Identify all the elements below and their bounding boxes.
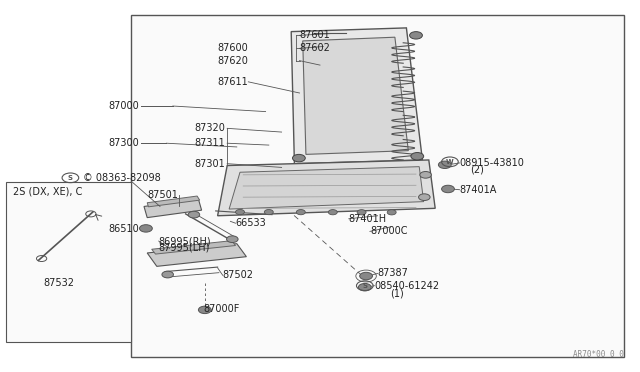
Text: 87000F: 87000F: [204, 304, 240, 314]
Polygon shape: [229, 167, 424, 209]
Text: 86995(RH): 86995(RH): [159, 236, 211, 246]
Text: 87502: 87502: [223, 270, 253, 280]
Text: 87311: 87311: [195, 138, 225, 148]
Text: 87611: 87611: [218, 77, 248, 87]
Text: 87601: 87601: [300, 31, 330, 40]
Text: AR70*00 0 0: AR70*00 0 0: [573, 350, 624, 359]
Polygon shape: [303, 37, 408, 154]
Text: 87600: 87600: [218, 44, 248, 53]
Text: 87532: 87532: [44, 278, 74, 288]
Text: 87401H: 87401H: [349, 214, 387, 224]
Bar: [6, 182, 131, 342]
Circle shape: [328, 209, 337, 215]
Text: 87000: 87000: [109, 101, 140, 111]
Circle shape: [292, 154, 305, 162]
Polygon shape: [152, 241, 236, 254]
Circle shape: [296, 209, 305, 215]
Text: (1): (1): [390, 289, 404, 299]
Polygon shape: [218, 160, 435, 216]
Circle shape: [411, 153, 424, 160]
Text: © 08363-82098: © 08363-82098: [83, 173, 161, 183]
Text: 2S (DX, XE), C: 2S (DX, XE), C: [13, 187, 82, 196]
Text: S: S: [362, 283, 367, 289]
Circle shape: [162, 271, 173, 278]
Text: 87602: 87602: [300, 44, 330, 53]
Circle shape: [140, 225, 152, 232]
Text: 87401A: 87401A: [460, 185, 497, 195]
Circle shape: [227, 236, 238, 243]
Circle shape: [442, 185, 454, 193]
Circle shape: [410, 32, 422, 39]
Text: (2): (2): [470, 165, 484, 174]
Bar: [131, 15, 624, 357]
Text: S: S: [68, 175, 73, 181]
Text: 87387: 87387: [378, 269, 408, 278]
Text: W: W: [446, 159, 454, 165]
Circle shape: [438, 161, 451, 169]
Text: 87000C: 87000C: [370, 227, 408, 236]
Polygon shape: [147, 196, 200, 207]
Text: 87300: 87300: [109, 138, 140, 148]
Circle shape: [420, 171, 431, 178]
Circle shape: [387, 210, 396, 215]
Text: 87995(LH): 87995(LH): [159, 243, 210, 252]
Polygon shape: [144, 199, 202, 218]
Circle shape: [357, 210, 366, 215]
Text: 66533: 66533: [236, 218, 266, 228]
Polygon shape: [147, 244, 246, 266]
Circle shape: [358, 283, 371, 291]
Text: 87301: 87301: [195, 159, 225, 169]
Circle shape: [236, 209, 244, 215]
Text: 08540-61242: 08540-61242: [374, 281, 440, 291]
Polygon shape: [291, 28, 422, 164]
Text: 08915-43810: 08915-43810: [460, 158, 524, 168]
Circle shape: [188, 211, 200, 218]
Text: 87501: 87501: [147, 190, 178, 199]
Text: 86510: 86510: [109, 224, 140, 234]
Circle shape: [360, 272, 372, 280]
Circle shape: [419, 194, 430, 201]
Text: 87320: 87320: [195, 124, 225, 133]
Text: 87620: 87620: [218, 56, 248, 65]
Circle shape: [198, 306, 211, 314]
Circle shape: [264, 209, 273, 215]
